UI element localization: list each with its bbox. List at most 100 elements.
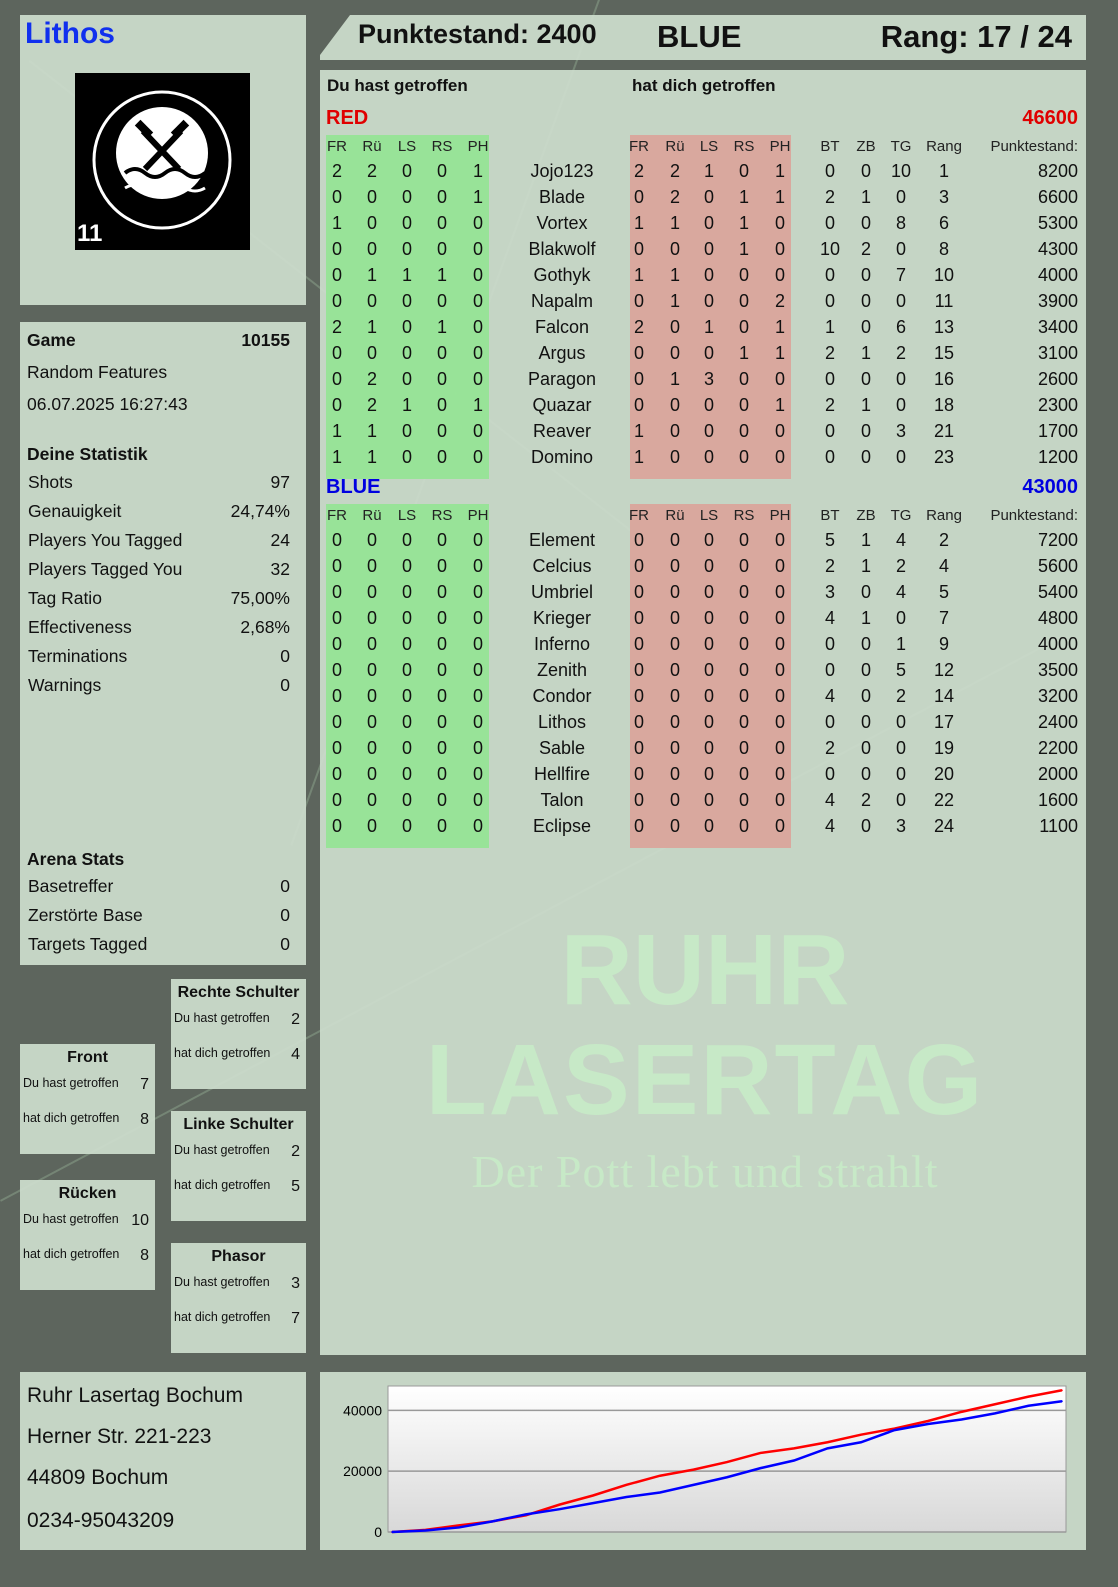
- series-point: [558, 1508, 561, 1510]
- zone-hit-row: Du hast getroffen 10: [23, 1212, 149, 1230]
- hit-you-cell: 0: [774, 265, 785, 285]
- stat-value: 0: [280, 646, 290, 666]
- stat-row: Genauigkeit 24,74%: [28, 501, 290, 522]
- column-header: RS: [431, 138, 453, 155]
- player-name-cell: Umbriel: [530, 582, 593, 602]
- you-hit-cell: 0: [401, 187, 412, 207]
- arena-row: Zerstörte Base 0: [28, 905, 290, 926]
- you-hit-cell: 0: [366, 343, 377, 363]
- stat-cell: 4: [824, 608, 835, 628]
- player-score-cell: 1600: [1037, 790, 1078, 810]
- you-hit-cell: 0: [472, 530, 483, 550]
- you-hit-cell: 0: [366, 738, 377, 758]
- you-hit-cell: 0: [366, 582, 377, 602]
- series-point: [458, 1524, 460, 1527]
- stat-cell: 12: [933, 660, 955, 680]
- hit-zone-box: Phasor Du hast getroffen 3 hat dich getroff…: [171, 1243, 306, 1353]
- zone-hit-value: 2: [291, 1011, 300, 1028]
- hit-you-cell: 0: [669, 421, 680, 441]
- stat-cell: 0: [895, 395, 906, 415]
- you-hit-cell: 1: [366, 317, 377, 337]
- player-score-cell: 5300: [1037, 213, 1078, 233]
- series-point: [793, 1459, 795, 1462]
- player-row: 0 0 0 0 0 Argus 0 0 0 1 1 2 1 2 15 3100: [320, 343, 1086, 369]
- you-hit-cell: 0: [401, 317, 412, 337]
- stat-cell: 0: [860, 213, 871, 233]
- hit-you-cell: 0: [669, 608, 680, 628]
- hit-zone-box: Rechte Schulter Du hast getroffen 2 hat dic…: [171, 979, 306, 1089]
- player-name-cell: Lithos: [537, 712, 587, 732]
- stat-cell: 2: [824, 343, 835, 363]
- stat-cell: 5: [938, 582, 949, 602]
- stat-cell: 4: [895, 582, 906, 602]
- you-hit-cell: 1: [366, 421, 377, 441]
- stat-cell: 0: [824, 421, 835, 441]
- you-hit-cell: 2: [366, 161, 377, 181]
- hit-you-cell: 0: [774, 634, 785, 654]
- hit-you-cell: 0: [774, 530, 785, 550]
- hit-you-cell: 0: [703, 395, 714, 415]
- player-score-cell: 2300: [1037, 395, 1078, 415]
- you-hit-cell: 0: [331, 291, 342, 311]
- you-hit-cell: 0: [331, 530, 342, 550]
- player-score-cell: 8200: [1037, 161, 1078, 181]
- you-hit-cell: 0: [436, 369, 447, 389]
- hit-you-cell: 0: [633, 582, 644, 602]
- stat-cell: 10: [890, 161, 912, 181]
- you-hit-cell: 0: [472, 712, 483, 732]
- y-tick-label: 40000: [343, 1402, 382, 1418]
- zone-hit-value: 7: [140, 1076, 149, 1093]
- series-point: [1061, 1389, 1063, 1392]
- player-name-cell: Sable: [538, 738, 586, 758]
- you-hit-cell: 0: [436, 421, 447, 441]
- you-hit-cell: 0: [331, 582, 342, 602]
- you-hit-cell: 0: [472, 686, 483, 706]
- player-name-cell: Blakwolf: [528, 239, 596, 259]
- stat-cell: 0: [860, 265, 871, 285]
- you-hit-cell: 2: [366, 395, 377, 415]
- stat-row: Effectiveness 2,68%: [28, 617, 290, 638]
- you-hit-cell: 0: [436, 187, 447, 207]
- stat-cell: 0: [860, 421, 871, 441]
- you-hit-cell: 0: [331, 790, 342, 810]
- series-point: [860, 1433, 862, 1436]
- game-datetime: 06.07.2025 16:27:43: [27, 394, 188, 414]
- stat-cell: 0: [860, 712, 871, 732]
- stat-cell: 8: [938, 239, 949, 259]
- hit-you-cell: 0: [703, 634, 714, 654]
- column-header: LS: [699, 507, 719, 524]
- stat-cell: 14: [933, 686, 955, 706]
- stat-row: Shots 97: [28, 472, 290, 493]
- stat-cell: 0: [860, 764, 871, 784]
- address-street: Herner Str. 221-223: [27, 1425, 212, 1448]
- series-point: [525, 1513, 527, 1516]
- player-score-cell: 5600: [1037, 556, 1078, 576]
- you-hit-cell: 0: [436, 738, 447, 758]
- player-row: 0 2 1 0 1 Quazar 0 0 0 0 1 2 1 0 18 2300: [320, 395, 1086, 421]
- hit-you-cell: 0: [669, 343, 680, 363]
- hit-you-cell: 1: [669, 265, 680, 285]
- column-header: Punktestand:: [990, 507, 1078, 524]
- header-bar: Punktestand: 2400 BLUE Rang: 17 / 24: [320, 15, 1086, 60]
- you-hit-cell: 2: [331, 317, 342, 337]
- hit-you-cell: 0: [703, 530, 714, 550]
- you-hit-cell: 0: [401, 239, 412, 259]
- zone-hit-row: Du hast getroffen 2: [174, 1011, 300, 1029]
- player-row: 0 0 0 0 0 Sable 0 0 0 0 0 2 0 0 19 2200: [320, 738, 1086, 764]
- stat-cell: 0: [824, 447, 835, 467]
- column-header: RS: [733, 507, 755, 524]
- hit-you-cell: 0: [703, 421, 714, 441]
- stat-cell: 11: [934, 291, 954, 311]
- hit-you-cell: 0: [703, 764, 714, 784]
- column-header: LS: [397, 138, 417, 155]
- rank-label: Rang: 17 / 24: [880, 19, 1072, 54]
- hit-you-cell: 0: [738, 556, 749, 576]
- stat-cell: 2: [824, 738, 835, 758]
- column-header: BT: [820, 138, 840, 155]
- stat-cell: 22: [933, 790, 955, 810]
- you-hit-cell: 1: [366, 265, 377, 285]
- column-header: FR: [327, 138, 347, 155]
- hit-you-cell: 1: [669, 213, 680, 233]
- player-name-cell: Inferno: [533, 634, 591, 654]
- you-hit-cell: 0: [436, 634, 447, 654]
